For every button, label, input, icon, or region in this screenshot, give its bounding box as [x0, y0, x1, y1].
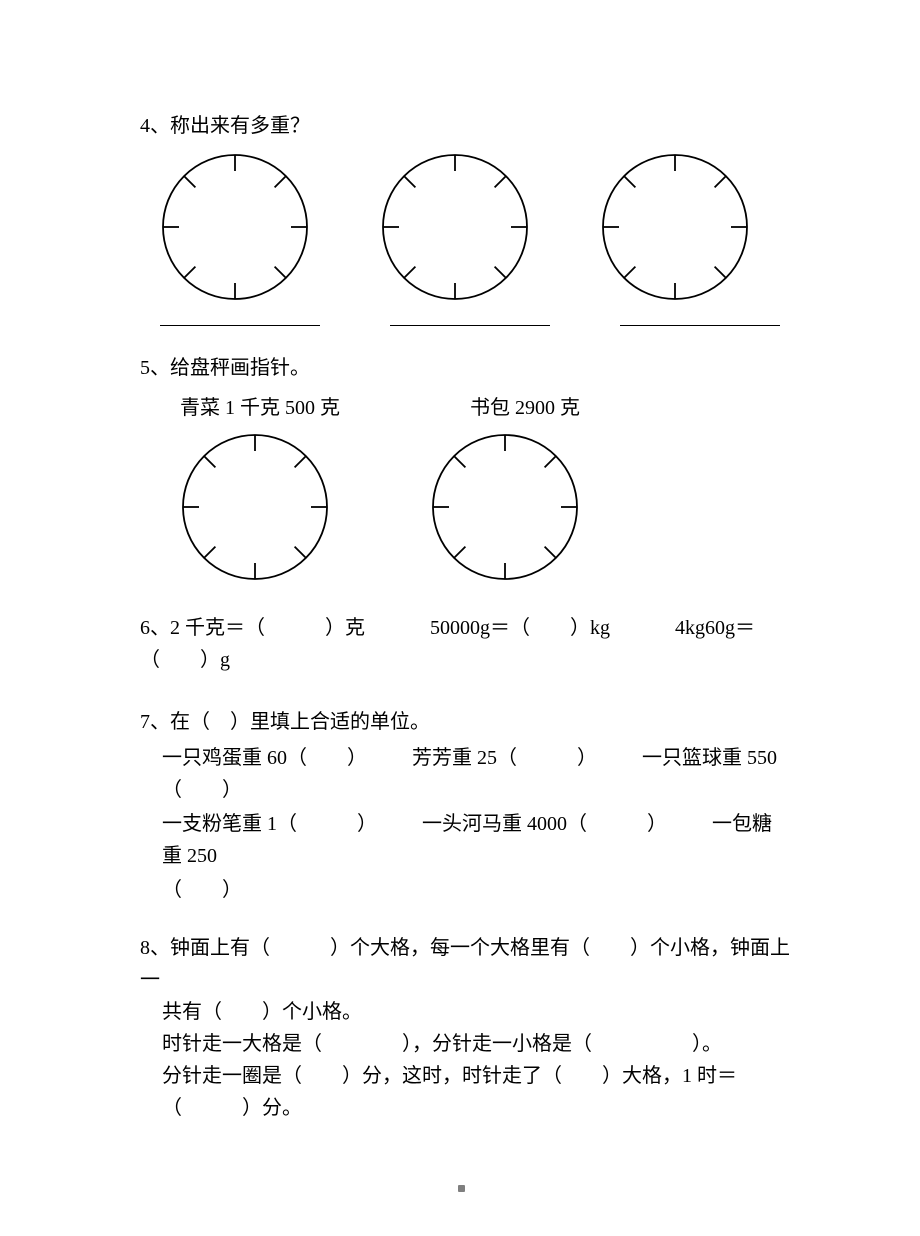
- q4-dials: [160, 152, 790, 302]
- q8-line3: 时针走一大格是（ ），分针走一小格是（ ）。: [162, 1028, 790, 1060]
- blank-3[interactable]: [620, 324, 780, 326]
- q5-title: 5、给盘秤画指针。: [140, 352, 790, 384]
- q6-line: 6、2 千克＝（ ）克 50000g＝（ ）kg 4kg60g＝（ ）g: [140, 612, 790, 676]
- blank-2[interactable]: [390, 324, 550, 326]
- q5-labels: 青菜 1 千克 500 克 书包 2900 克: [180, 392, 790, 424]
- q7-r3: （ ）: [162, 879, 242, 901]
- blank-1[interactable]: [160, 324, 320, 326]
- q7-r1-2: 芳芳重 25（ ）: [412, 747, 597, 769]
- q5-label-1: 青菜 1 千克 500 克: [180, 392, 340, 424]
- q7-body: 一只鸡蛋重 60（ ） 芳芳重 25（ ） 一只篮球重 550（ ） 一支粉笔重…: [162, 742, 790, 906]
- dial-5[interactable]: [430, 432, 580, 582]
- dial-1: [160, 152, 310, 302]
- q5-label-2: 书包 2900 克: [470, 392, 580, 424]
- q7-r2-1: 一支粉笔重 1（ ）: [162, 813, 377, 835]
- dial-3: [600, 152, 750, 302]
- q7-title: 7、在（ ）里填上合适的单位。: [140, 706, 790, 738]
- q7-r2-2: 一头河马重 4000（ ）: [422, 813, 667, 835]
- dial-4[interactable]: [180, 432, 330, 582]
- dial-2: [380, 152, 530, 302]
- q8-line2: 共有（ ）个小格。: [162, 996, 790, 1028]
- q6-part-1: 6、2 千克＝（ ）克: [140, 617, 365, 639]
- q7-r1-1: 一只鸡蛋重 60（ ）: [162, 747, 367, 769]
- q4-title: 4、称出来有多重？: [140, 110, 790, 142]
- q6-part-2: 50000g＝（ ）kg: [430, 617, 610, 639]
- q8-line4: 分针走一圈是（ ）分，这时，时针走了（ ）大格，1 时＝（ ）分。: [162, 1060, 790, 1124]
- q8: 8、钟面上有（ ）个大格，每一个大格里有（ ）个小格，钟面上一 共有（ ）个小格…: [140, 932, 790, 1124]
- q5-dials: [180, 432, 790, 582]
- q4-blanks: [160, 324, 790, 326]
- q8-line1: 8、钟面上有（ ）个大格，每一个大格里有（ ）个小格，钟面上一: [140, 932, 790, 996]
- footer-mark-icon: [458, 1185, 465, 1192]
